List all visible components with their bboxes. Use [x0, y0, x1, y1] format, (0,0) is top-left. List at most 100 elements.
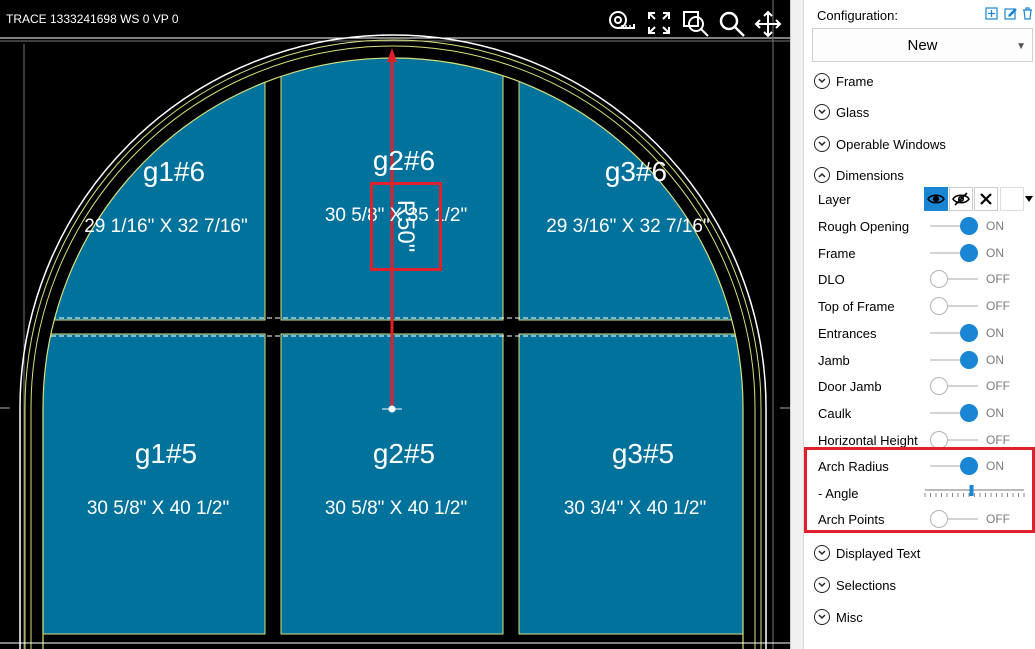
toggle-row: Caulk ON	[818, 403, 1028, 423]
pane-size: 30 5/8" X 40 1/2"	[324, 498, 468, 519]
properties-panel: Configuration: New ▼ Frame Glass Operabl…	[804, 0, 1035, 649]
toggle-state: OFF	[986, 379, 1010, 393]
pane-size: 29 1/16" X 32 7/16"	[84, 216, 248, 237]
chevron-down-icon	[814, 577, 830, 593]
configuration-label: Configuration:	[817, 8, 898, 23]
configuration-select[interactable]: New ▼	[812, 28, 1033, 62]
toggle-state: ON	[986, 219, 1004, 233]
toggle-label: Arch Radius	[818, 458, 889, 474]
pan-icon[interactable]	[754, 10, 784, 40]
toggle-row: Top of Frame OFF	[818, 296, 1028, 316]
toggle-switch[interactable]	[930, 323, 978, 343]
arch-points-toggle[interactable]	[930, 509, 978, 529]
toggle-row: DLO OFF	[818, 269, 1028, 289]
angle-row: - Angle	[818, 483, 1028, 503]
close-icon[interactable]	[974, 187, 998, 211]
toggle-row: Entrances ON	[818, 323, 1028, 343]
toggle-switch[interactable]	[930, 350, 978, 370]
toggle-label: Caulk	[818, 405, 852, 421]
section-label: Operable Windows	[836, 136, 946, 152]
section-label: Selections	[836, 577, 896, 593]
toggle-switch[interactable]	[930, 456, 978, 476]
pane-name: g3#6	[604, 156, 668, 187]
angle-slider[interactable]	[924, 484, 1027, 502]
rough-opening-outline	[19, 34, 767, 649]
pane-size: 30 5/8" X 35 1/2"	[324, 205, 468, 226]
canvas-scrollbar[interactable]	[790, 0, 804, 649]
pane-size: 29 3/16" X 32 7/16"	[546, 216, 710, 237]
slider-thumb	[969, 485, 974, 496]
toggle-switch[interactable]	[930, 216, 978, 236]
chevron-down-icon	[814, 545, 830, 561]
toggle-state: OFF	[986, 299, 1010, 313]
chevron-up-icon	[814, 167, 830, 183]
pane-name: g1#5	[134, 438, 198, 469]
toggle-row-arch-points: Arch Points OFF	[818, 509, 1028, 529]
toggle-label: Top of Frame	[818, 298, 895, 314]
eye-icon[interactable]	[924, 187, 948, 211]
fit-view-icon[interactable]	[646, 10, 676, 40]
delete-config-icon[interactable]	[1022, 7, 1035, 20]
chevron-down-icon[interactable]	[1023, 187, 1035, 211]
drawing-canvas[interactable]: TRACE 1333241698 WS 0 VP 0 g1#6 29 1/16"…	[0, 0, 790, 649]
toggle-row: Horizontal Height OFF	[818, 430, 1028, 450]
section-label: Dimensions	[836, 167, 904, 183]
section-label: Displayed Text	[836, 545, 921, 561]
add-config-icon[interactable]	[985, 7, 998, 20]
toggle-label: Arch Points	[818, 511, 885, 527]
toggle-row: Rough Opening ON	[818, 216, 1028, 236]
trace-status: TRACE 1333241698 WS 0 VP 0	[6, 12, 179, 26]
toggle-label: Horizontal Height	[818, 432, 918, 448]
toggle-state: OFF	[986, 512, 1010, 526]
eye-off-icon[interactable]	[949, 187, 973, 211]
section-selections[interactable]: Selections	[814, 574, 896, 596]
toggle-switch[interactable]	[930, 243, 978, 263]
layer-row: Layer	[818, 189, 1028, 209]
chevron-down-icon	[814, 73, 830, 89]
angle-label: - Angle	[818, 485, 859, 501]
toggle-state: ON	[986, 459, 1004, 473]
toggle-state: ON	[986, 246, 1004, 260]
toggle-state: ON	[986, 326, 1004, 340]
layer-label: Layer	[818, 191, 851, 207]
toggle-label: Frame	[818, 245, 856, 261]
frame-outline	[24, 39, 762, 649]
pane-name: g3#5	[611, 438, 675, 469]
section-glass[interactable]: Glass	[814, 101, 869, 123]
pane-size: 30 5/8" X 40 1/2"	[86, 498, 230, 519]
section-misc[interactable]: Misc	[814, 606, 863, 628]
toggle-state: ON	[986, 353, 1004, 367]
section-label: Frame	[836, 73, 874, 89]
toggle-switch[interactable]	[930, 296, 978, 316]
zoom-icon[interactable]	[718, 10, 748, 40]
toggle-state: OFF	[986, 433, 1010, 447]
toggle-switch[interactable]	[930, 269, 978, 289]
layer-color-swatch[interactable]	[1000, 187, 1024, 211]
toggle-switch[interactable]	[930, 430, 978, 450]
section-frame[interactable]: Frame	[814, 70, 874, 92]
chevron-down-icon	[814, 609, 830, 625]
chevron-down-icon	[814, 104, 830, 120]
configuration-value: New	[907, 36, 938, 54]
pane-name: g2#5	[372, 438, 436, 469]
toggle-row: Jamb ON	[818, 350, 1028, 370]
pane-name: g1#6	[142, 156, 206, 187]
toggle-label: Rough Opening	[818, 218, 910, 234]
toggle-state: ON	[986, 406, 1004, 420]
section-displayed-text[interactable]: Displayed Text	[814, 542, 920, 564]
toggle-switch[interactable]	[930, 403, 978, 423]
measure-tape-icon[interactable]	[608, 10, 638, 40]
section-label: Misc	[836, 609, 863, 625]
zoom-window-icon[interactable]	[682, 10, 712, 40]
section-operable-windows[interactable]: Operable Windows	[814, 133, 946, 155]
pane-size: 30 3/4" X 40 1/2"	[563, 498, 707, 519]
toggle-switch[interactable]	[930, 376, 978, 396]
section-dimensions[interactable]: Dimensions	[814, 164, 904, 186]
toggle-row: Door Jamb OFF	[818, 376, 1028, 396]
section-label: Glass	[836, 104, 870, 120]
arch-radius-highlight	[804, 447, 1035, 533]
pane-name: g2#6	[372, 145, 436, 176]
toggle-label: DLO	[818, 271, 845, 287]
toggle-label: Door Jamb	[818, 378, 882, 394]
edit-config-icon[interactable]	[1004, 7, 1017, 20]
